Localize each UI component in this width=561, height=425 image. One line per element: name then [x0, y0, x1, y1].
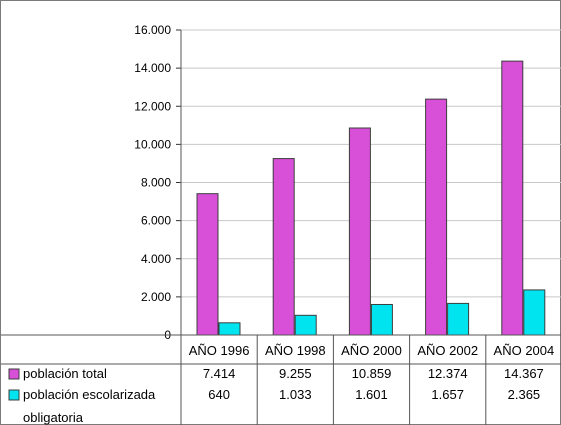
bar-poblacion-total-0 [196, 193, 219, 336]
data-label-poblacion-total-3: 12.374 [428, 366, 468, 381]
x-category-label: AÑO 2002 [417, 343, 478, 358]
y-tick-label: 14.000 [134, 61, 171, 75]
data-label-poblacion-escolarizada-obligatoria-0: 640 [208, 387, 230, 402]
data-label-poblacion-escolarizada-obligatoria-1: 1.033 [279, 387, 312, 402]
legend-swatch-0 [8, 368, 20, 380]
legend-label-poblacion-total: población total [23, 366, 107, 381]
y-tick-label: 4.000 [141, 252, 171, 266]
bar-poblacion-escolarizada-obligatoria-3 [447, 302, 470, 336]
x-category-label: AÑO 1996 [189, 343, 250, 358]
bar-poblacion-total-2 [348, 127, 371, 336]
legend-label-poblacion-escolarizada-line2: obligatoria [23, 410, 84, 425]
data-label-poblacion-escolarizada-obligatoria-3: 1.657 [431, 387, 464, 402]
x-category-label: AÑO 2000 [341, 343, 402, 358]
bar-poblacion-total-4 [501, 60, 524, 336]
bar-poblacion-total-1 [272, 158, 295, 336]
data-label-poblacion-escolarizada-obligatoria-4: 2.365 [508, 387, 541, 402]
bar-poblacion-escolarizada-obligatoria-0 [218, 322, 241, 336]
legend-swatch-1 [8, 389, 20, 401]
x-category-label: AÑO 1998 [265, 343, 326, 358]
y-tick-label: 8.000 [141, 176, 171, 190]
data-label-poblacion-total-2: 10.859 [352, 366, 392, 381]
data-label-poblacion-total-0: 7.414 [203, 366, 236, 381]
x-category-label: AÑO 2004 [494, 343, 555, 358]
bar-poblacion-total-3 [425, 98, 448, 336]
y-tick-label: 6.000 [141, 214, 171, 228]
y-tick-label: 12.000 [134, 99, 171, 113]
data-label-poblacion-total-4: 14.367 [504, 366, 544, 381]
data-table: AÑO 1996 AÑO 1998 AÑO 2000 AÑO 2002 AÑO 2004… [1, 334, 561, 425]
data-label-poblacion-escolarizada-obligatoria-2: 1.601 [355, 387, 388, 402]
bar-poblacion-escolarizada-obligatoria-1 [294, 314, 317, 336]
plot-area: 02.0004.0006.0008.00010.00012.00014.0001… [134, 23, 561, 342]
y-tick-label: 16.000 [134, 23, 171, 37]
y-tick-label: 2.000 [141, 290, 171, 304]
bar-poblacion-escolarizada-obligatoria-4 [523, 289, 546, 336]
y-tick-label: 10.000 [134, 137, 171, 151]
legend-label-poblacion-escolarizada-line1: población escolarizada [23, 387, 156, 402]
data-label-poblacion-total-1: 9.255 [279, 366, 312, 381]
bar-poblacion-escolarizada-obligatoria-2 [370, 303, 393, 336]
